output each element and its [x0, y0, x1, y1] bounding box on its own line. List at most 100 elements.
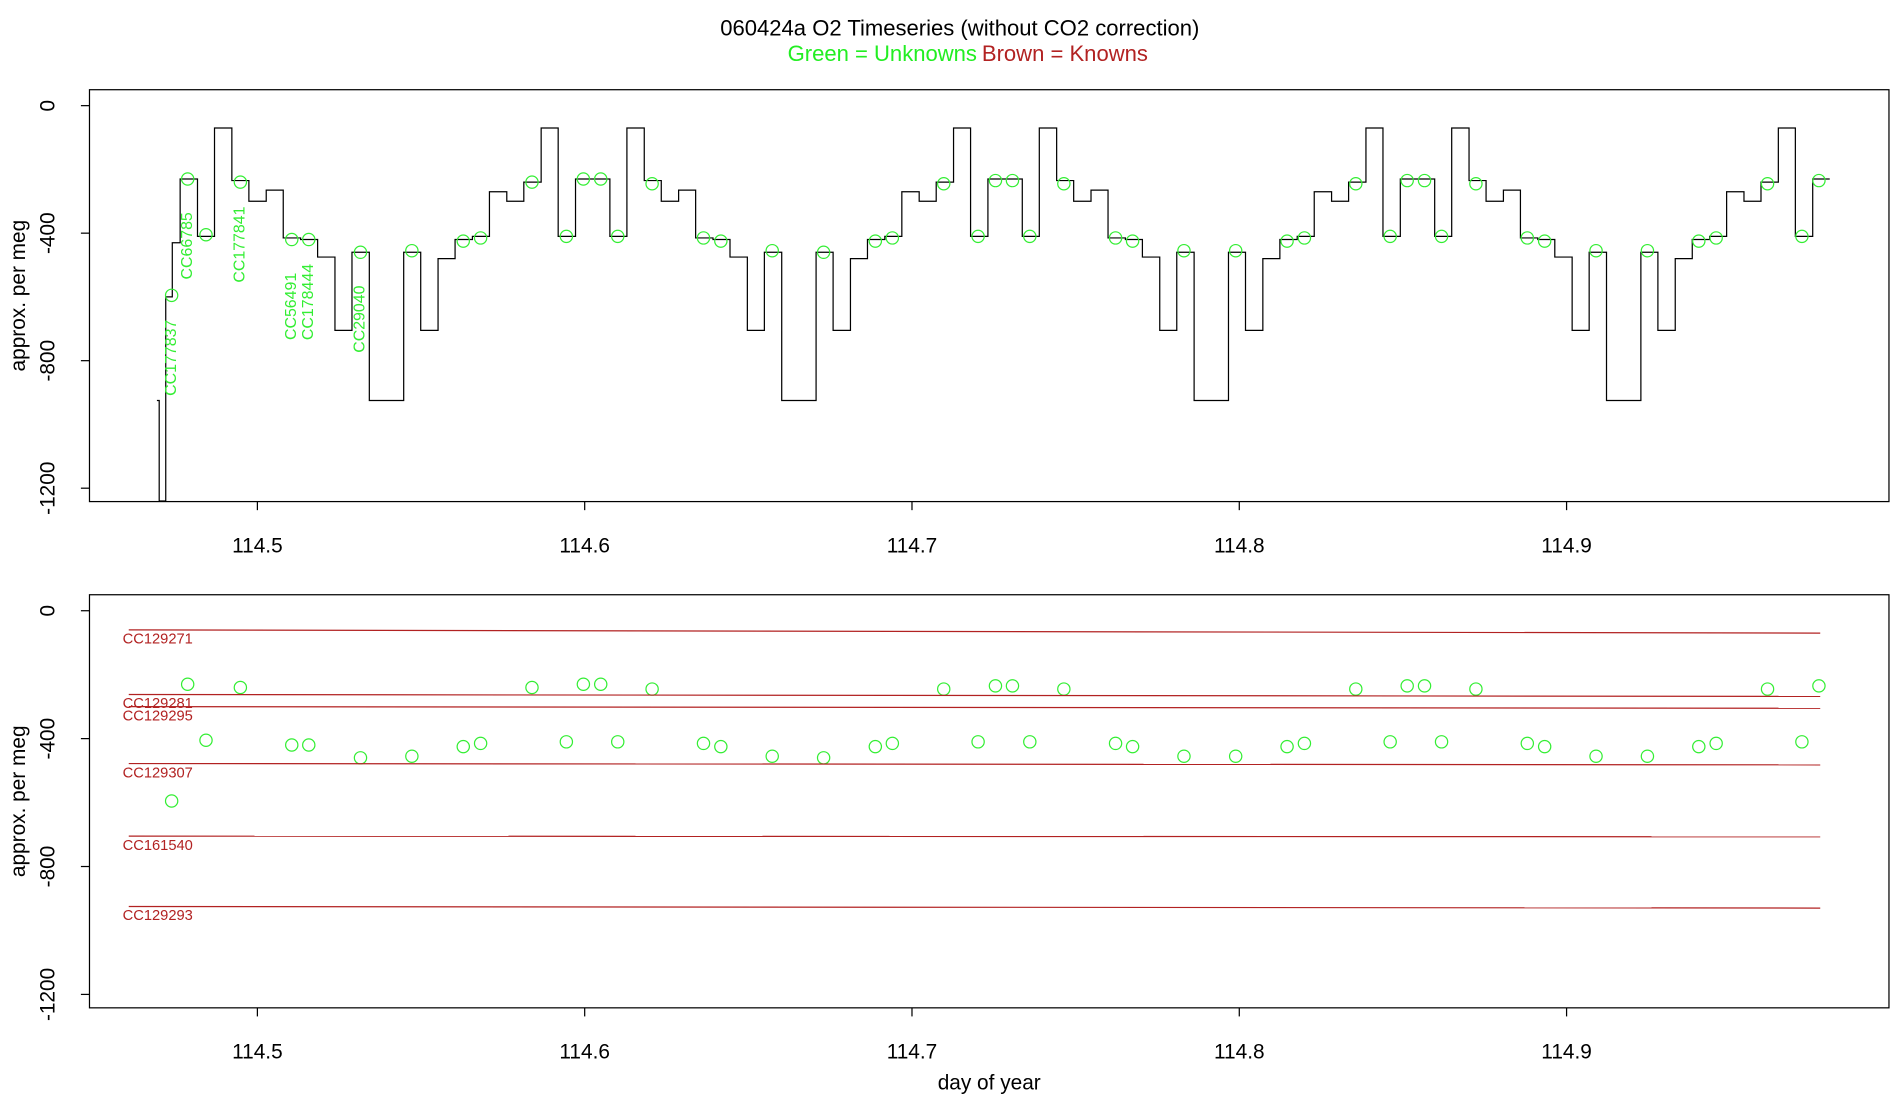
unknown-point [1057, 177, 1071, 191]
known-line [128, 706, 1821, 709]
legend-knowns: Brown = Knowns [982, 41, 1148, 66]
point-label: CC29040 [352, 285, 369, 352]
unknown-point [1469, 177, 1483, 191]
y-tick-label: 0 [37, 605, 60, 617]
unknown-point [1280, 739, 1294, 754]
unknown-point [576, 677, 591, 692]
plot-frame [88, 89, 1890, 503]
unknown-point [1469, 682, 1483, 696]
unknown-point [199, 228, 213, 242]
unknown-point [1812, 679, 1826, 693]
unknown-point [1125, 739, 1140, 754]
known-line [128, 629, 1821, 634]
unknown-point [645, 177, 659, 191]
unknown-point [765, 749, 779, 763]
unknown-point [1297, 231, 1312, 245]
unknown-point [696, 736, 711, 751]
unknown-point [233, 680, 248, 695]
unknown-point [593, 172, 608, 186]
known-label: CC129295 [123, 708, 193, 724]
unknown-point [1537, 739, 1552, 754]
unknown-point [233, 175, 248, 189]
unknown-point [1228, 243, 1243, 258]
unknown-point [180, 677, 195, 692]
unknown-point [885, 736, 900, 751]
unknown-point [1057, 682, 1071, 696]
unknown-point [473, 736, 488, 751]
unknown-point [1760, 177, 1775, 191]
unknown-point [1280, 234, 1294, 248]
unknown-point [868, 739, 883, 754]
y-tick-label: -800 [37, 846, 60, 888]
unknown-point [868, 234, 883, 248]
legend-unknowns: Green = Unknowns [788, 41, 977, 66]
unknown-point [1177, 749, 1191, 763]
unknown-point [714, 739, 728, 754]
y-tick-label: -400 [37, 212, 60, 254]
unknown-point [971, 229, 985, 244]
unknown-point [473, 231, 488, 245]
unknown-point [1417, 173, 1432, 188]
unknown-point [645, 682, 659, 696]
unknown-point [988, 173, 1003, 188]
x-tick-label: 114.7 [887, 534, 938, 557]
plot-frame [88, 594, 1890, 1009]
unknown-point [1640, 749, 1655, 763]
x-tick-label: 114.8 [1214, 1041, 1265, 1064]
y-tick-label: -800 [37, 340, 60, 382]
unknown-point [1434, 735, 1449, 749]
unknown-point [1400, 173, 1414, 188]
unknown-point [971, 735, 985, 749]
x-tick-label: 114.7 [887, 1041, 938, 1064]
unknown-point [456, 234, 470, 248]
unknown-point [1520, 736, 1535, 751]
unknown-point [936, 682, 951, 696]
known-label: CC129293 [123, 908, 193, 924]
unknown-point [1108, 231, 1123, 245]
unknown-point [180, 172, 195, 186]
point-label: CC178444 [300, 264, 317, 340]
unknown-point [456, 739, 470, 754]
x-tick-label: 114.5 [232, 534, 283, 557]
unknown-point [164, 288, 179, 303]
unknown-point [1228, 749, 1243, 763]
unknown-point [988, 679, 1003, 693]
unknown-point [765, 243, 779, 258]
known-label: CC129281 [123, 696, 193, 712]
unknown-point [1400, 679, 1414, 693]
unknown-point [1795, 735, 1809, 749]
unknown-point [593, 677, 608, 692]
unknown-point [1023, 229, 1037, 244]
x-axis-label: day of year [938, 1071, 1041, 1094]
y-tick-label: -1200 [37, 968, 60, 1021]
unknown-point [405, 243, 419, 258]
known-line [128, 693, 1821, 698]
unknown-point [1349, 682, 1363, 696]
y-axis-label: approx. per meg [7, 725, 30, 877]
known-line [128, 762, 1821, 766]
unknown-point [1692, 739, 1706, 754]
unknown-point [1760, 682, 1775, 696]
unknown-point [1589, 749, 1603, 763]
unknown-point [405, 749, 419, 763]
point-label: CC177837 [163, 320, 180, 396]
y-tick-label: 0 [37, 100, 60, 112]
unknown-point [1177, 243, 1191, 258]
unknown-point [696, 231, 711, 245]
unknown-point [353, 245, 368, 260]
x-tick-label: 114.8 [1214, 534, 1265, 557]
unknown-point [1383, 735, 1397, 749]
unknown-point [816, 245, 831, 260]
unknown-point [1709, 736, 1723, 751]
x-tick-label: 114.6 [559, 1041, 610, 1064]
unknown-point [1417, 679, 1432, 693]
unknown-point [285, 738, 299, 752]
x-tick-label: 114.9 [1541, 1041, 1592, 1064]
timeseries-line [156, 127, 1830, 502]
unknown-point [1520, 231, 1535, 245]
known-label: CC161540 [123, 838, 193, 854]
unknown-point [1005, 679, 1020, 693]
unknown-point [611, 735, 625, 749]
unknown-point [1795, 229, 1809, 244]
